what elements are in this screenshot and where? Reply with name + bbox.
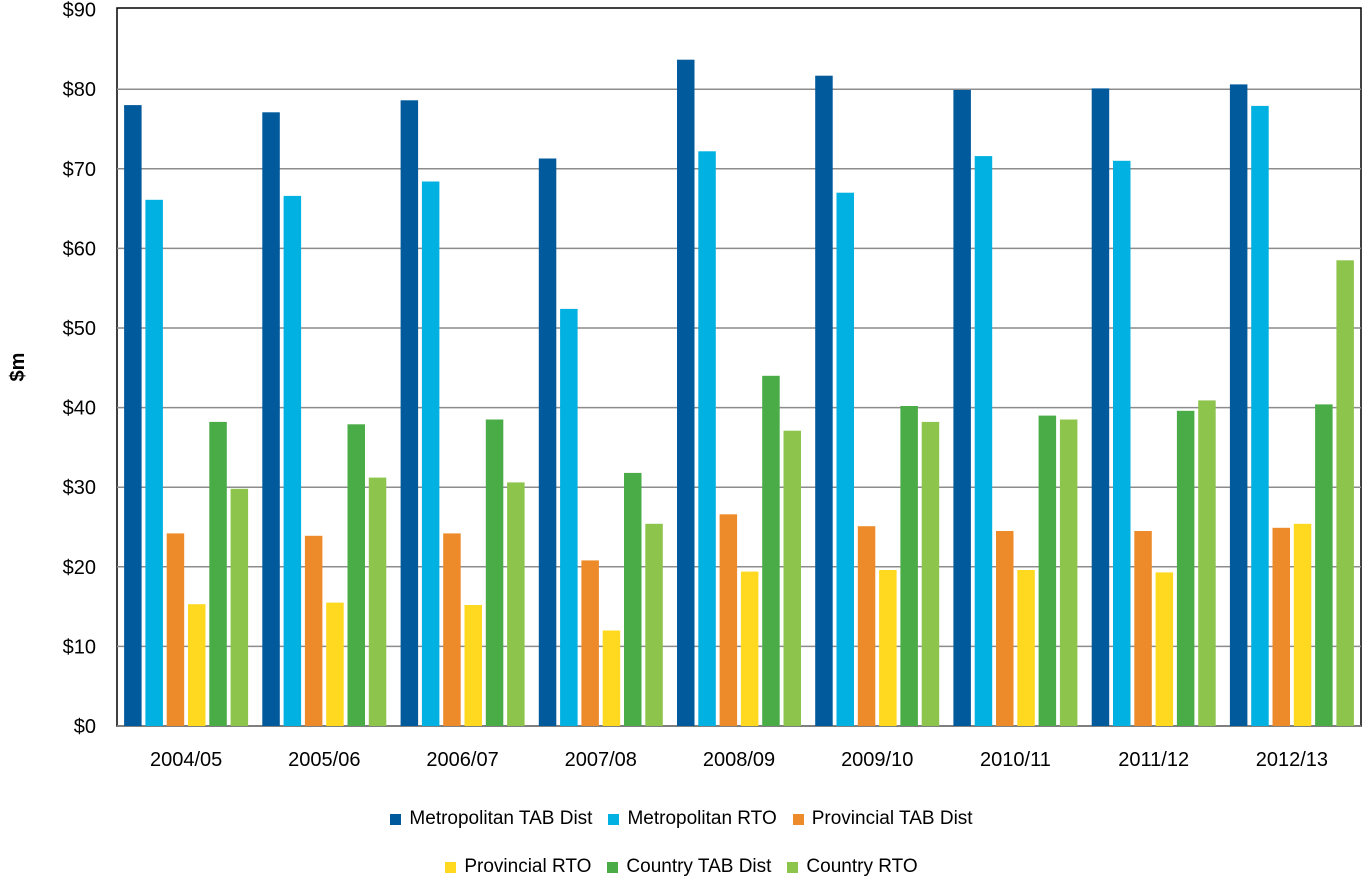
bar-metropolitan-tab-dist: [400, 100, 419, 727]
legend-swatch: [607, 861, 619, 873]
bar-country-tab-dist: [1176, 410, 1195, 726]
bar-provincial-rto: [1017, 570, 1035, 726]
plot-area: [116, 7, 1362, 727]
bar-metropolitan-tab-dist: [1091, 88, 1110, 726]
bar-metropolitan-rto: [974, 156, 993, 727]
bar-provincial-rto: [1293, 523, 1312, 726]
y-tick-label: $20: [63, 557, 96, 579]
bar-metropolitan-rto: [421, 181, 440, 726]
bar-provincial-tab-dist: [857, 526, 876, 726]
bar-provincial-rto: [464, 605, 482, 726]
x-tick-label: 2012/13: [1256, 749, 1328, 771]
bar-country-tab-dist: [624, 472, 642, 726]
y-tick-label: $40: [63, 398, 96, 420]
bar-metropolitan-tab-dist: [953, 90, 971, 726]
x-tick-label: 2005/06: [288, 749, 360, 771]
bar-country-rto: [783, 430, 801, 726]
bar-provincial-tab-dist: [1272, 527, 1290, 726]
x-tick-label: 2011/12: [1118, 749, 1189, 771]
bar-chart: $0 $10 $20 $30 $40 $50 $60 $70 $80 $90 $m 2004/05 20…: [7, 0, 1362, 771]
bar-provincial-rto: [879, 570, 897, 726]
bar-country-tab-dist: [485, 419, 504, 726]
bar-provincial-tab-dist: [166, 533, 185, 726]
bar-country-rto: [230, 488, 249, 726]
x-tick-label: 2007/08: [565, 749, 637, 771]
bar-provincial-rto: [326, 602, 344, 726]
y-tick-label: $60: [63, 238, 96, 260]
bar-country-rto: [645, 523, 663, 726]
bar-country-tab-dist: [900, 406, 918, 726]
y-tick-label: $90: [63, 0, 96, 22]
legend-swatch: [445, 861, 457, 873]
bar-country-rto: [368, 477, 387, 726]
legend-item: Country RTO: [787, 856, 918, 878]
y-tick-label: $0: [74, 716, 96, 738]
x-tick-label: 2010/11: [980, 749, 1051, 771]
bar-country-rto: [921, 421, 940, 726]
y-tick-label: $80: [63, 79, 96, 101]
bar-metropolitan-rto: [283, 195, 302, 726]
bar-metropolitan-rto: [1251, 105, 1269, 726]
legend-label: Metropolitan TAB Dist: [409, 808, 593, 829]
bar-country-tab-dist: [347, 424, 365, 726]
y-axis-label: $m: [7, 353, 29, 382]
legend-item: Provincial TAB Dist: [792, 808, 973, 830]
bar-country-tab-dist: [1315, 404, 1333, 726]
bar-provincial-rto: [740, 571, 759, 726]
bar-metropolitan-tab-dist: [815, 75, 833, 726]
legend-item: Metropolitan RTO: [608, 808, 777, 830]
x-tick-label: 2004/05: [150, 749, 222, 771]
bar-provincial-rto: [188, 604, 206, 726]
bar-metropolitan-rto: [145, 199, 163, 727]
bar-country-tab-dist: [762, 375, 780, 726]
bar-metropolitan-tab-dist: [1229, 84, 1248, 726]
legend-swatch: [390, 813, 402, 825]
y-tick-label: $50: [63, 318, 96, 340]
bar-country-rto: [1059, 419, 1078, 726]
x-tick-label: 2009/10: [841, 749, 913, 771]
bar-metropolitan-rto: [560, 308, 578, 726]
legend-label: Metropolitan RTO: [627, 808, 777, 829]
legend-label: Country TAB Dist: [626, 856, 772, 877]
bar-country-rto: [1198, 400, 1216, 726]
legend-row-1: Metropolitan TAB Dist Metropolitan RTO Pro…: [0, 808, 1363, 830]
bar-country-rto: [507, 482, 525, 726]
y-tick-label: $70: [63, 159, 96, 181]
bar-provincial-tab-dist: [996, 531, 1014, 726]
legend-item: Country TAB Dist: [607, 856, 771, 878]
bar-provincial-tab-dist: [581, 560, 599, 726]
bar-provincial-tab-dist: [443, 533, 461, 726]
legend-item: Provincial RTO: [445, 856, 591, 878]
bar-provincial-tab-dist: [719, 514, 738, 726]
legend-swatch: [792, 813, 804, 825]
x-tick-label: 2008/09: [703, 749, 775, 771]
bar-country-tab-dist: [209, 421, 227, 726]
bar-provincial-rto: [1155, 572, 1174, 726]
bar-country-tab-dist: [1038, 415, 1057, 726]
legend-label: Provincial RTO: [464, 856, 592, 877]
bar-provincial-tab-dist: [1134, 531, 1152, 726]
legend-label: Provincial TAB Dist: [811, 808, 973, 829]
legend-swatch: [608, 813, 620, 825]
bar-provincial-tab-dist: [304, 535, 323, 726]
bar-country-rto: [1336, 260, 1354, 726]
x-tick-label: 2006/07: [426, 749, 498, 771]
bar-provincial-rto: [602, 630, 621, 726]
legend-row-2: Provincial RTO Country TAB Dist Country RT…: [0, 856, 1363, 878]
legend-item: Metropolitan TAB Dist: [390, 808, 592, 830]
y-tick-label: $30: [63, 477, 96, 499]
bar-metropolitan-tab-dist: [262, 112, 280, 727]
y-tick-label: $10: [63, 636, 96, 658]
bar-metropolitan-rto: [836, 192, 854, 726]
bar-metropolitan-rto: [1113, 160, 1131, 727]
bar-metropolitan-rto: [698, 151, 716, 727]
bar-metropolitan-tab-dist: [538, 158, 557, 726]
bar-metropolitan-tab-dist: [677, 59, 695, 726]
bar-metropolitan-tab-dist: [124, 105, 142, 727]
legend-swatch: [787, 861, 799, 873]
legend-label: Country RTO: [806, 856, 918, 877]
